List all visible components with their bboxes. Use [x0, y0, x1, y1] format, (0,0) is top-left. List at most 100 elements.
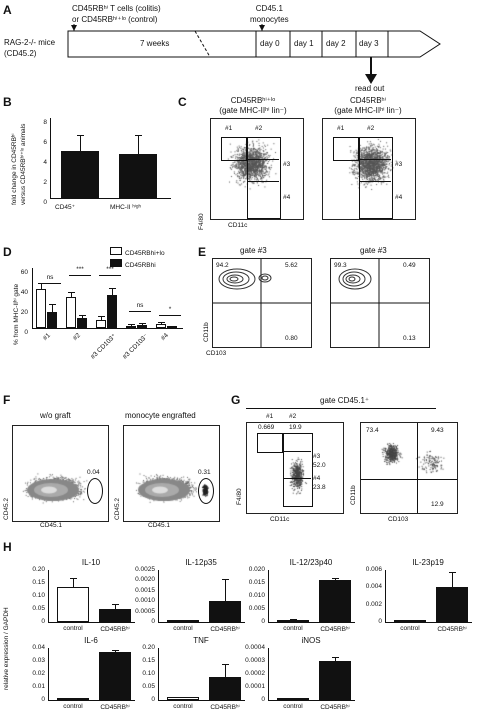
error-cap: [49, 304, 56, 305]
panel-d-ytick: 0: [24, 329, 28, 336]
panel-d-cat: #3 CD103⁺: [89, 332, 118, 361]
chart-title: IL-23p19: [412, 558, 444, 567]
expression-bar: [394, 620, 426, 622]
ytick: 0.002: [365, 600, 382, 608]
gate-1-label: #1: [266, 413, 274, 420]
category-label: control: [63, 625, 83, 632]
ytick: 0.20: [142, 644, 155, 651]
transfer-line1: CD45RBʰⁱ T cells (colitis): [72, 4, 161, 13]
panel-d-letter: D: [3, 245, 12, 259]
quadrant-ur-value: 5.62: [285, 262, 298, 269]
ytick: 0.01: [32, 683, 45, 690]
gate-divider: [283, 451, 311, 452]
ytick: 0.0003: [245, 657, 265, 664]
engraft-gate: [198, 478, 214, 504]
error-cap: [290, 619, 297, 621]
panel-d-bar: [36, 289, 46, 328]
error-bar: [131, 325, 132, 326]
panel-b-ytick: 4: [43, 159, 47, 166]
category-label: CD45RBʰⁱ: [210, 626, 240, 633]
panel-e-plot1: 94.2 5.62 0.80: [212, 258, 312, 348]
expression-bar: [99, 651, 131, 700]
error-bar: [161, 323, 162, 324]
mice-line1: RAG-2-/- mice: [4, 38, 56, 47]
panel-g-ylabel1: F4/80: [236, 488, 243, 505]
significance-label: ns: [46, 274, 54, 281]
panel-d-cat: #2: [71, 332, 82, 343]
gate-value: 0.04: [87, 469, 100, 476]
panel-b-ylabel-1: fold change in CD45RBʰⁱ: [11, 133, 18, 205]
chart-title: IL-10: [81, 558, 101, 567]
gate-1-box: [257, 433, 283, 453]
panel-d-bar: [126, 326, 136, 328]
monocytes-line2: monocytes: [250, 15, 289, 24]
panel-b-bar: [119, 154, 157, 198]
panel-d-cat: #4: [159, 332, 170, 343]
ytick: 0.0004: [245, 644, 265, 651]
error-bar: [335, 658, 336, 661]
contour-plot-2: [331, 259, 429, 347]
gate-1-label: #1: [337, 125, 345, 132]
quadrant-lr-value: 0.80: [285, 335, 298, 342]
panel-f-density1: [13, 426, 108, 521]
ytick: 0.0010: [135, 597, 155, 605]
chart-title: TNF: [193, 636, 209, 645]
panel-b-ytick: 0: [43, 199, 47, 206]
legend-label: CD45RBhi: [125, 262, 156, 269]
ytick: 0.05: [32, 605, 45, 612]
error-bar: [142, 324, 143, 325]
significance-label: ***: [76, 266, 84, 273]
panel-g-plot2: 73.4 9.43 12.9: [360, 422, 458, 514]
chart-title: IL-12/23p40: [289, 558, 333, 567]
ytick: 0.0005: [135, 607, 155, 615]
error-cap: [70, 578, 77, 580]
error-bar: [41, 284, 42, 289]
ytick: 0: [261, 696, 265, 703]
error-cap: [135, 135, 142, 136]
error-bar: [172, 326, 173, 327]
category-label: CD45RBʰⁱ: [100, 626, 130, 633]
error-bar: [73, 579, 74, 587]
ytick: 0.015: [248, 579, 265, 586]
significance-bracket: [99, 275, 121, 276]
quadrant-lr-value: 12.9: [431, 501, 444, 508]
category-label: control: [400, 625, 420, 632]
panel-f-ylabel: CD45.2: [3, 497, 10, 520]
gate-2-label: #2: [289, 413, 297, 420]
error-cap: [68, 292, 75, 293]
ytick: 0: [151, 696, 155, 703]
error-cap: [109, 288, 116, 289]
error-bar: [52, 305, 53, 312]
ytick: 0: [41, 618, 45, 625]
panel-d-yticks: 60 40 20 0: [18, 263, 28, 343]
error-bar: [71, 293, 72, 297]
panel-e-letter: E: [198, 245, 207, 259]
panel-f-density2: [124, 426, 219, 521]
gate-2-4-box: [247, 137, 281, 219]
monocytes-line1: CD45.1: [255, 4, 283, 13]
error-bar: [82, 316, 83, 318]
quadrant-ul-value: 73.4: [366, 427, 379, 434]
category-label: control: [173, 703, 193, 710]
day-0: day 0: [260, 39, 280, 48]
category-label: CD45RBʰⁱ: [320, 626, 350, 633]
panel-d-ytick: 40: [20, 289, 28, 296]
gate-1-box: [333, 137, 359, 161]
error-cap: [332, 657, 339, 659]
panel-g-plot1: 0.669 19.9 #3 52.0 #4 23.8: [246, 422, 344, 514]
legend-label: CD45RBhi+lo: [125, 250, 165, 257]
legend-item-hi: CD45RBhi: [110, 259, 165, 271]
panel-f-title1: w/o graft: [40, 411, 71, 420]
gate-divider: [359, 159, 391, 160]
error-bar: [80, 136, 81, 151]
significance-bracket: [39, 283, 61, 284]
mice-label: RAG-2-/- mice (CD45.2): [4, 37, 55, 59]
ytick: 0: [378, 618, 382, 625]
chart-plot: [385, 570, 472, 623]
engraft-gate: [87, 478, 103, 504]
ytick: 0: [151, 618, 155, 625]
error-bar: [225, 664, 226, 677]
significance-label: ns: [136, 302, 144, 309]
panel-b-letter: B: [3, 95, 12, 109]
panel-b-ytick: 6: [43, 139, 47, 146]
